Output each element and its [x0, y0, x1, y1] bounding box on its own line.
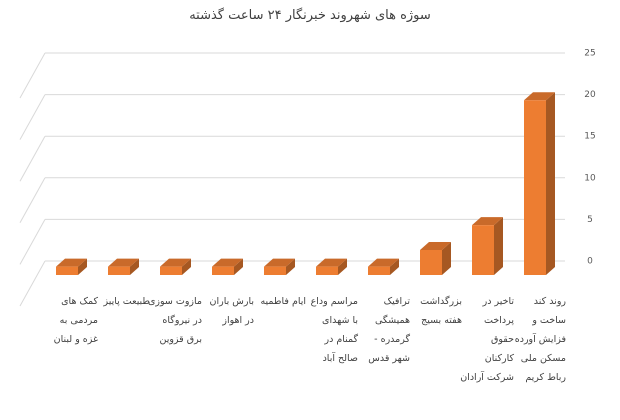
bar-face [56, 258, 87, 267]
bar-face [524, 100, 546, 275]
bar-face [442, 242, 451, 275]
bar-face [472, 225, 494, 275]
x-tick-label: مراسم وداع با شهدای گمنام در صالح آباد [310, 296, 358, 364]
y-tick-label: 10 [584, 173, 596, 183]
y-tick-label: 15 [584, 132, 595, 142]
chart-title: سوژه های شهروند خبرنگار ۲۴ ساعت گذشته [189, 8, 431, 23]
x-tick-label: روند کند ساخت و فزایش آورده مسکن ملی ربا… [514, 296, 566, 383]
y-tick-label: 0 [587, 257, 593, 267]
bar [212, 258, 243, 275]
grid-line [19, 52, 46, 99]
bar-face [264, 266, 286, 275]
y-tick-label: 25 [584, 49, 595, 59]
y-tick-label: 5 [587, 215, 593, 225]
bar-face [160, 266, 182, 275]
x-tick-label: تاخیر در پرداخت حقوق کارکنان شرکت آرادان [460, 296, 514, 383]
grid-line [19, 94, 46, 140]
bar [108, 258, 139, 275]
bar-face [212, 266, 234, 275]
bar [160, 258, 191, 275]
x-tick-label: ترافیک همیشگی گرمدره - شهر قدس [368, 296, 410, 364]
bar-face [234, 258, 243, 275]
bar-face [56, 266, 78, 275]
grid-line [19, 135, 46, 182]
bar-face [338, 258, 347, 275]
bar [368, 258, 399, 275]
y-tick-label: 20 [584, 90, 596, 100]
x-tick-label: بزرگداشت هفته بسیج [420, 296, 462, 326]
bar-face [286, 258, 295, 275]
bar [316, 258, 347, 275]
bar-face [78, 258, 87, 275]
bar-face [316, 258, 347, 267]
x-tick-label: ایام فاطمیه [260, 296, 306, 307]
bar-face [546, 92, 555, 275]
bar-face [108, 266, 130, 275]
bar [264, 258, 295, 275]
bar-face [368, 266, 390, 275]
bar [56, 258, 87, 275]
grid-line [19, 177, 46, 224]
bar-face [108, 258, 139, 267]
bar-face [390, 258, 399, 275]
bar-face [212, 258, 243, 267]
bar [420, 242, 451, 275]
bar-face [130, 258, 139, 275]
bar-face [316, 266, 338, 275]
grid-line [19, 260, 46, 307]
bar-face [264, 258, 295, 267]
bar-face [368, 258, 399, 267]
bar-face [420, 250, 442, 275]
bar-face [420, 242, 451, 251]
grid-line [19, 219, 46, 265]
bar-face [160, 258, 191, 267]
bar-face [524, 92, 555, 101]
bar-face [472, 217, 503, 226]
bar [524, 92, 555, 275]
x-tick-label: کمک های مردمی به غزه و لبنان [53, 296, 98, 345]
bar-face [182, 258, 191, 275]
x-tick-label: بارش باران در اهواز [209, 296, 255, 326]
bar-face [494, 217, 503, 275]
x-tick-label: طبیعت پاییز [103, 296, 150, 307]
x-tick-label: مازوت سوزی در نیروگاه برق قزوین [147, 296, 202, 345]
bar [472, 217, 503, 275]
